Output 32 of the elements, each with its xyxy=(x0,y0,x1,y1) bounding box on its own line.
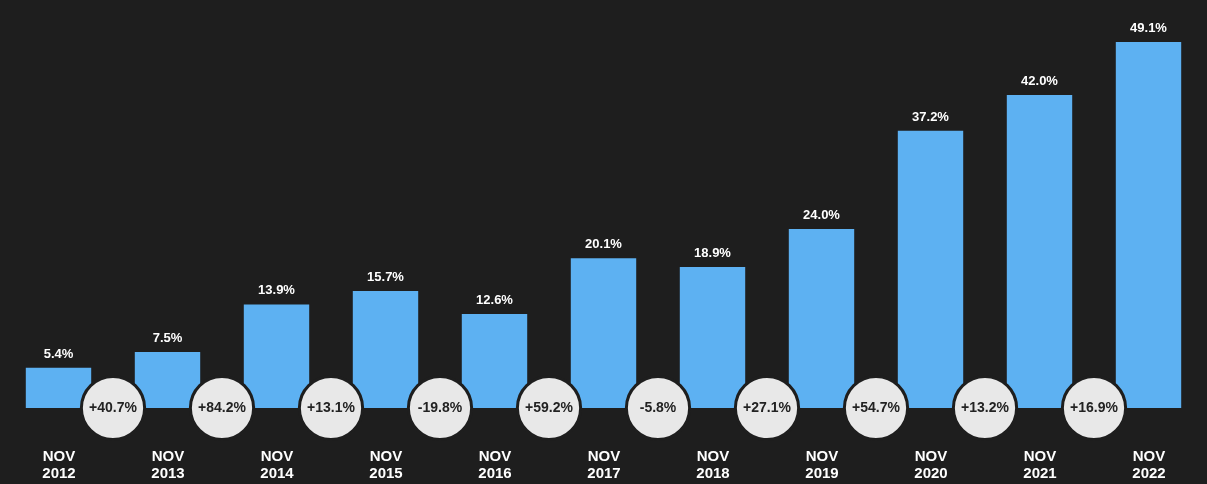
x-tick-label: NOV 2019 xyxy=(805,446,839,481)
data-label: 5.4% xyxy=(43,345,74,361)
data-label: 18.9% xyxy=(694,245,732,261)
x-tick-label: NOV 2017 xyxy=(587,446,621,481)
annotation: +40.7% xyxy=(89,399,138,415)
data-label: 13.9% xyxy=(258,282,296,298)
data-label: 24.0% xyxy=(803,207,841,223)
annotation: +27.1% xyxy=(743,399,792,415)
x-tick-label: NOV 2021 xyxy=(1023,446,1057,481)
data-label: 12.6% xyxy=(476,292,514,308)
data-label: 7.5% xyxy=(152,330,183,346)
data-label: 20.1% xyxy=(585,236,623,252)
annotation: +13.1% xyxy=(307,399,356,415)
annotation: +59.2% xyxy=(525,399,574,415)
annotation: +54.7% xyxy=(852,399,901,415)
annotation: -19.8% xyxy=(417,399,463,415)
data-label: 37.2% xyxy=(912,108,950,124)
x-tick-label: NOV 2015 xyxy=(369,446,403,481)
data-label: 42.0% xyxy=(1021,72,1059,88)
annotation: +84.2% xyxy=(198,399,247,415)
x-tick-label: NOV 2022 xyxy=(1132,446,1166,481)
annotation: -5.8% xyxy=(639,399,677,415)
annotation: +13.2% xyxy=(961,399,1010,415)
x-tick-label: NOV 2020 xyxy=(914,446,948,481)
x-tick-label: NOV 2012 xyxy=(42,446,76,481)
x-tick-label: NOV 2018 xyxy=(696,446,730,481)
data-label: 49.1% xyxy=(1130,20,1168,35)
x-tick-label: NOV 2014 xyxy=(260,446,295,481)
x-tick-label: NOV 2016 xyxy=(478,446,512,481)
annotation: +16.9% xyxy=(1070,399,1119,415)
x-tick-label: NOV 2013 xyxy=(151,446,185,481)
data-label: 15.7% xyxy=(367,268,405,284)
